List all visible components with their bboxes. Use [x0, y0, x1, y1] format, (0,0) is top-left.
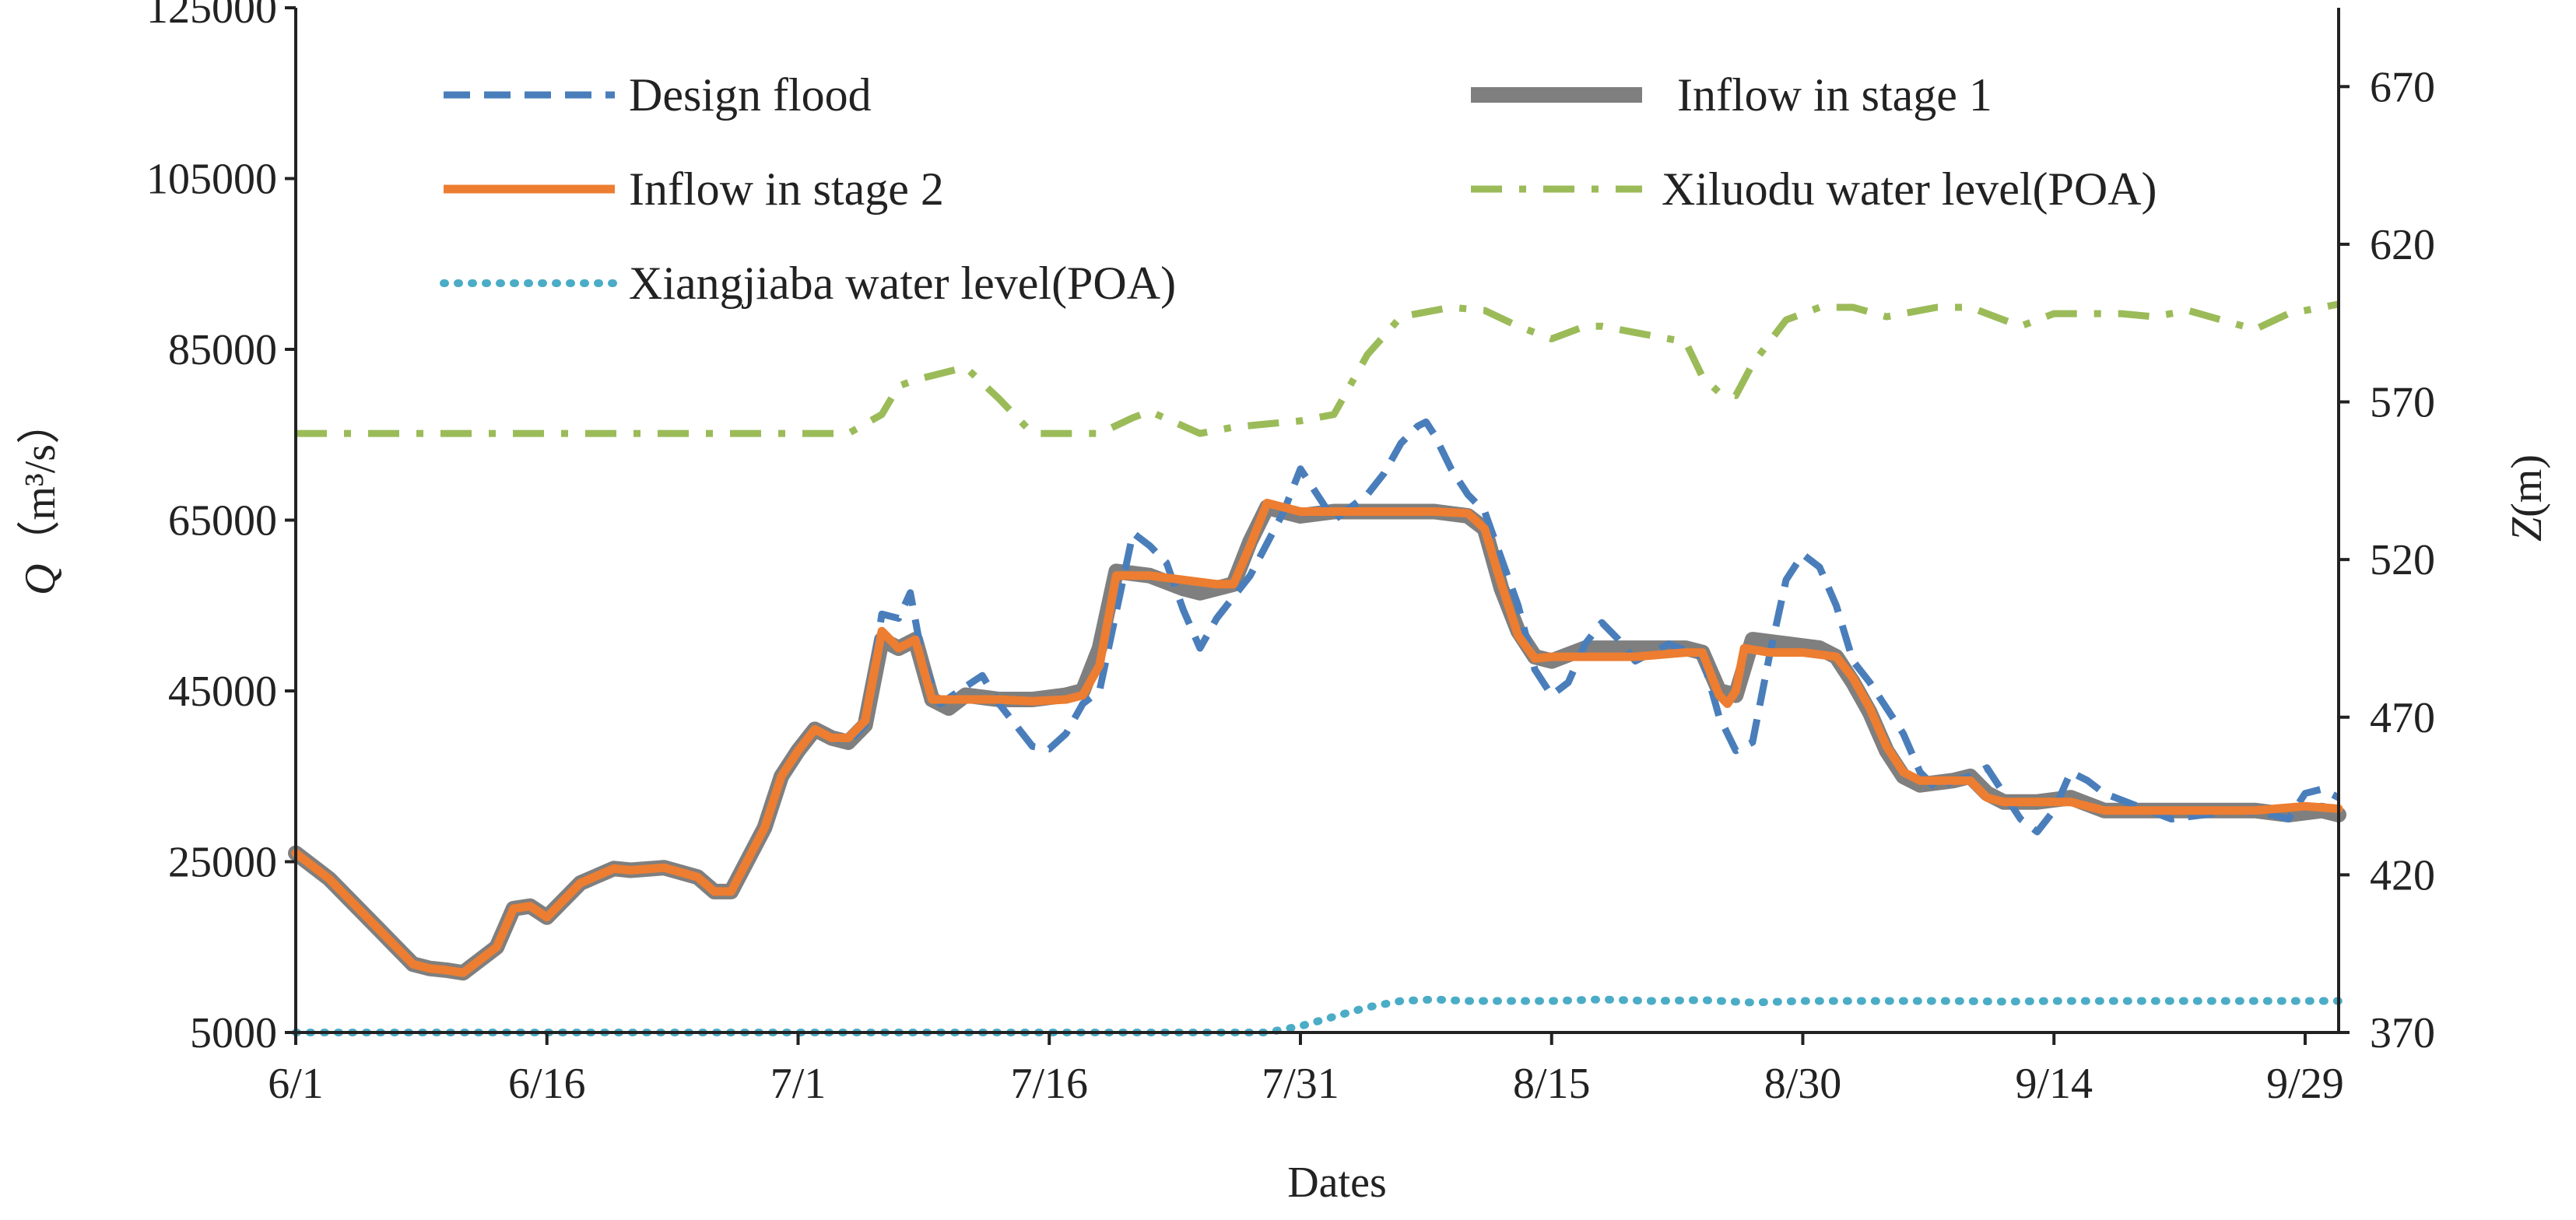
legend-label-stage-1: Inflow in stage 1: [1677, 69, 1992, 121]
ticks-layer: 5000 25000 45000 65000 85000 105000 125000 370 4…: [146, 0, 2435, 1108]
y-right-axis-symbol: Z: [2503, 517, 2551, 542]
y-left-tick-label: 125000: [146, 0, 277, 33]
series-layer: [288, 300, 2346, 1036]
y-right-tick-label: 570: [2370, 379, 2435, 427]
x-tick-label: 6/1: [268, 1060, 324, 1108]
y-right-axis-title: Z(m): [2503, 454, 2551, 542]
y-right-tick-label: 670: [2370, 63, 2435, 111]
x-tick-label: 9/14: [2015, 1060, 2093, 1108]
y-right-tick-label: 620: [2370, 221, 2435, 269]
x-tick-label: 7/31: [1262, 1060, 1339, 1108]
y-right-tick-label: 370: [2370, 1009, 2435, 1057]
y-left-tick-label: 25000: [168, 839, 277, 887]
y-right-tick-label: 420: [2370, 851, 2435, 899]
x-tick-label: 6/16: [508, 1060, 586, 1108]
legend-label-stage-2: Inflow in stage 2: [629, 163, 944, 215]
y-left-tick-label: 45000: [168, 668, 277, 716]
x-tick-label: 8/30: [1764, 1060, 1842, 1108]
series-line-xiangjiaba: [292, 995, 2343, 1036]
x-axis-title: Dates: [1287, 1159, 1387, 1207]
legend-label-design-flood: Design flood: [629, 69, 872, 121]
y-right-tick-label: 520: [2370, 536, 2435, 584]
legend-label-xiluodu: Xiluodu water level(POA): [1662, 163, 2157, 215]
legend: Design flood Inflow in stage 1 Inflow in…: [440, 69, 2157, 309]
y-left-tick-label: 85000: [168, 326, 277, 374]
legend-label-xiangjiaba: Xiangjiaba water level(POA): [629, 258, 1176, 309]
y-left-axis-title: Q（m³/s）: [16, 401, 65, 595]
y-left-tick-label: 65000: [168, 497, 277, 545]
x-tick-label: 9/29: [2266, 1060, 2344, 1108]
y-left-tick-label: 105000: [146, 156, 277, 204]
x-tick-label: 8/15: [1513, 1060, 1591, 1108]
x-tick-label: 7/16: [1010, 1060, 1088, 1108]
y-left-axis-unit: （m³/s）: [16, 401, 65, 564]
y-right-tick-label: 470: [2370, 694, 2435, 742]
x-tick-label: 7/1: [770, 1060, 826, 1108]
y-right-axis-unit: (m): [2503, 454, 2551, 517]
y-left-axis-symbol: Q: [16, 564, 65, 595]
y-left-tick-label: 5000: [190, 1009, 277, 1057]
series-line-stage2: [291, 499, 2343, 977]
